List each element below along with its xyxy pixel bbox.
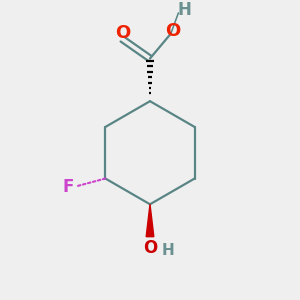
Text: F: F: [62, 178, 74, 196]
Text: O: O: [143, 239, 157, 257]
Text: O: O: [166, 22, 181, 40]
Polygon shape: [146, 204, 154, 237]
Text: H: H: [177, 1, 191, 19]
Text: O: O: [115, 24, 130, 42]
Text: H: H: [161, 243, 174, 258]
